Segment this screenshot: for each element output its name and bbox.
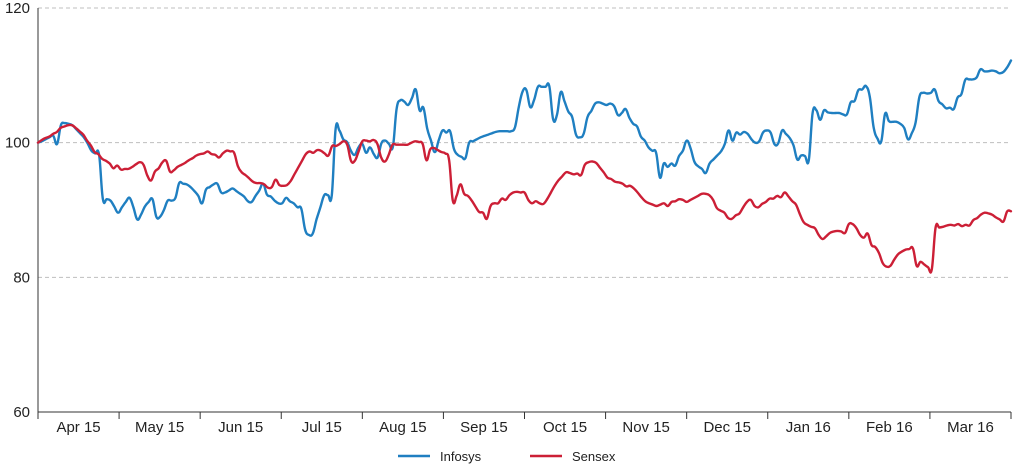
x-tick-label: Oct 15 <box>543 419 587 436</box>
series-line-sensex <box>36 123 1013 274</box>
x-tick-label: May 15 <box>135 419 184 436</box>
x-axis: Apr 15 May 15 Jun 15 Jul 15 Aug 15 Sep 15 Oct … <box>37 411 1012 436</box>
x-tick-label: Jan 16 <box>786 419 831 436</box>
x-tick-label: Mar 16 <box>947 419 994 436</box>
y-tick-label: 120 <box>5 0 30 17</box>
x-tick-label: Jun 15 <box>218 419 263 436</box>
x-tick-label: Sep 15 <box>460 419 508 436</box>
y-tick-label: 60 <box>13 404 30 421</box>
x-tick-label: Apr 15 <box>56 419 100 436</box>
series-line-infosys <box>36 59 1013 237</box>
x-tick-label: Dec 15 <box>703 419 751 436</box>
y-tick-label: 80 <box>13 269 30 286</box>
x-tick-label: Jul 15 <box>302 419 342 436</box>
y-tick-label: 100 <box>5 135 30 152</box>
x-tick-label: Aug 15 <box>379 419 427 436</box>
x-tick-label: Feb 16 <box>866 419 913 436</box>
grid-lines <box>38 7 1011 278</box>
x-tick-label: Nov 15 <box>622 419 670 436</box>
legend: Infosys Sensex <box>398 449 616 464</box>
legend-label-sensex: Sensex <box>572 449 616 464</box>
series-lines <box>36 59 1013 274</box>
legend-label-infosys: Infosys <box>440 449 482 464</box>
y-axis-tick-labels: 60 80 100 120 <box>5 0 39 421</box>
